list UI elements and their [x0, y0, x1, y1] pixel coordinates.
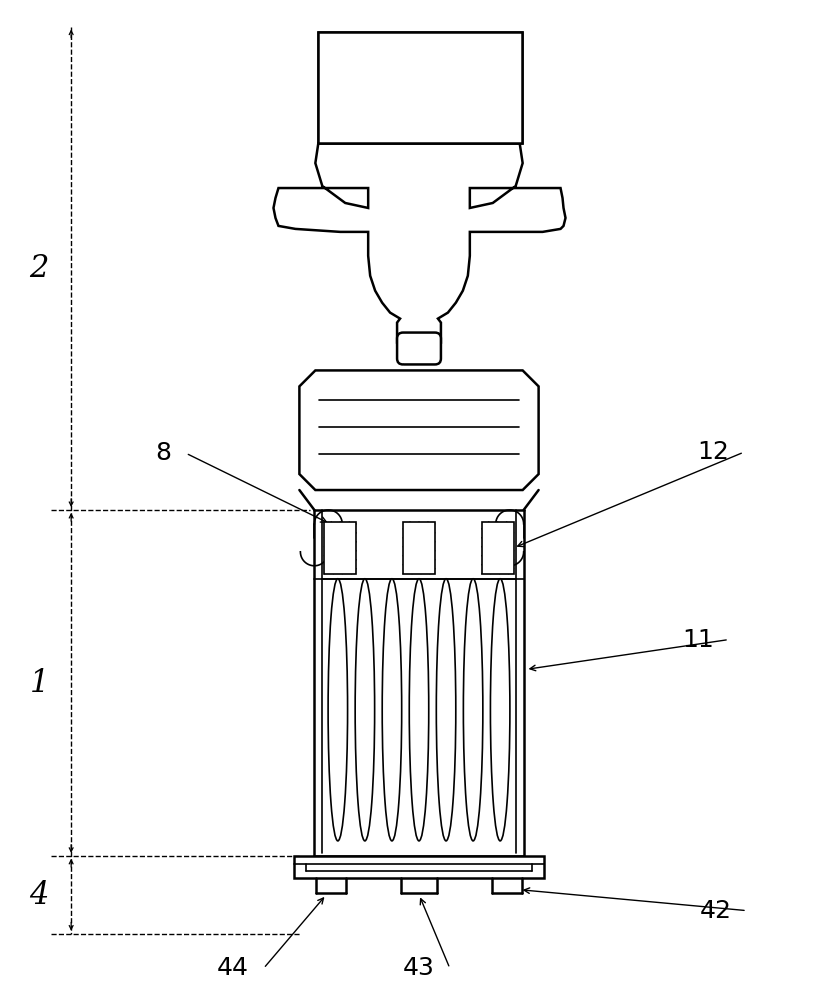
- Text: 2: 2: [29, 253, 49, 284]
- Bar: [325, 522, 357, 574]
- Text: 4: 4: [29, 880, 49, 911]
- Ellipse shape: [463, 579, 483, 841]
- Bar: [294, 856, 544, 878]
- Ellipse shape: [328, 579, 347, 841]
- Ellipse shape: [491, 579, 510, 841]
- Ellipse shape: [436, 579, 456, 841]
- Polygon shape: [300, 370, 539, 490]
- Ellipse shape: [383, 579, 402, 841]
- Text: 42: 42: [700, 899, 732, 923]
- Polygon shape: [274, 143, 565, 343]
- PathPatch shape: [397, 333, 441, 364]
- Bar: [318, 32, 522, 143]
- Bar: [318, 32, 522, 143]
- Bar: [403, 522, 435, 574]
- Text: 44: 44: [216, 956, 248, 980]
- Ellipse shape: [355, 579, 375, 841]
- Text: 1: 1: [29, 668, 49, 699]
- Text: 43: 43: [403, 956, 435, 980]
- Text: 11: 11: [682, 628, 714, 652]
- Ellipse shape: [409, 579, 429, 841]
- Text: 12: 12: [697, 440, 729, 464]
- Bar: [482, 522, 513, 574]
- Text: 8: 8: [155, 441, 171, 465]
